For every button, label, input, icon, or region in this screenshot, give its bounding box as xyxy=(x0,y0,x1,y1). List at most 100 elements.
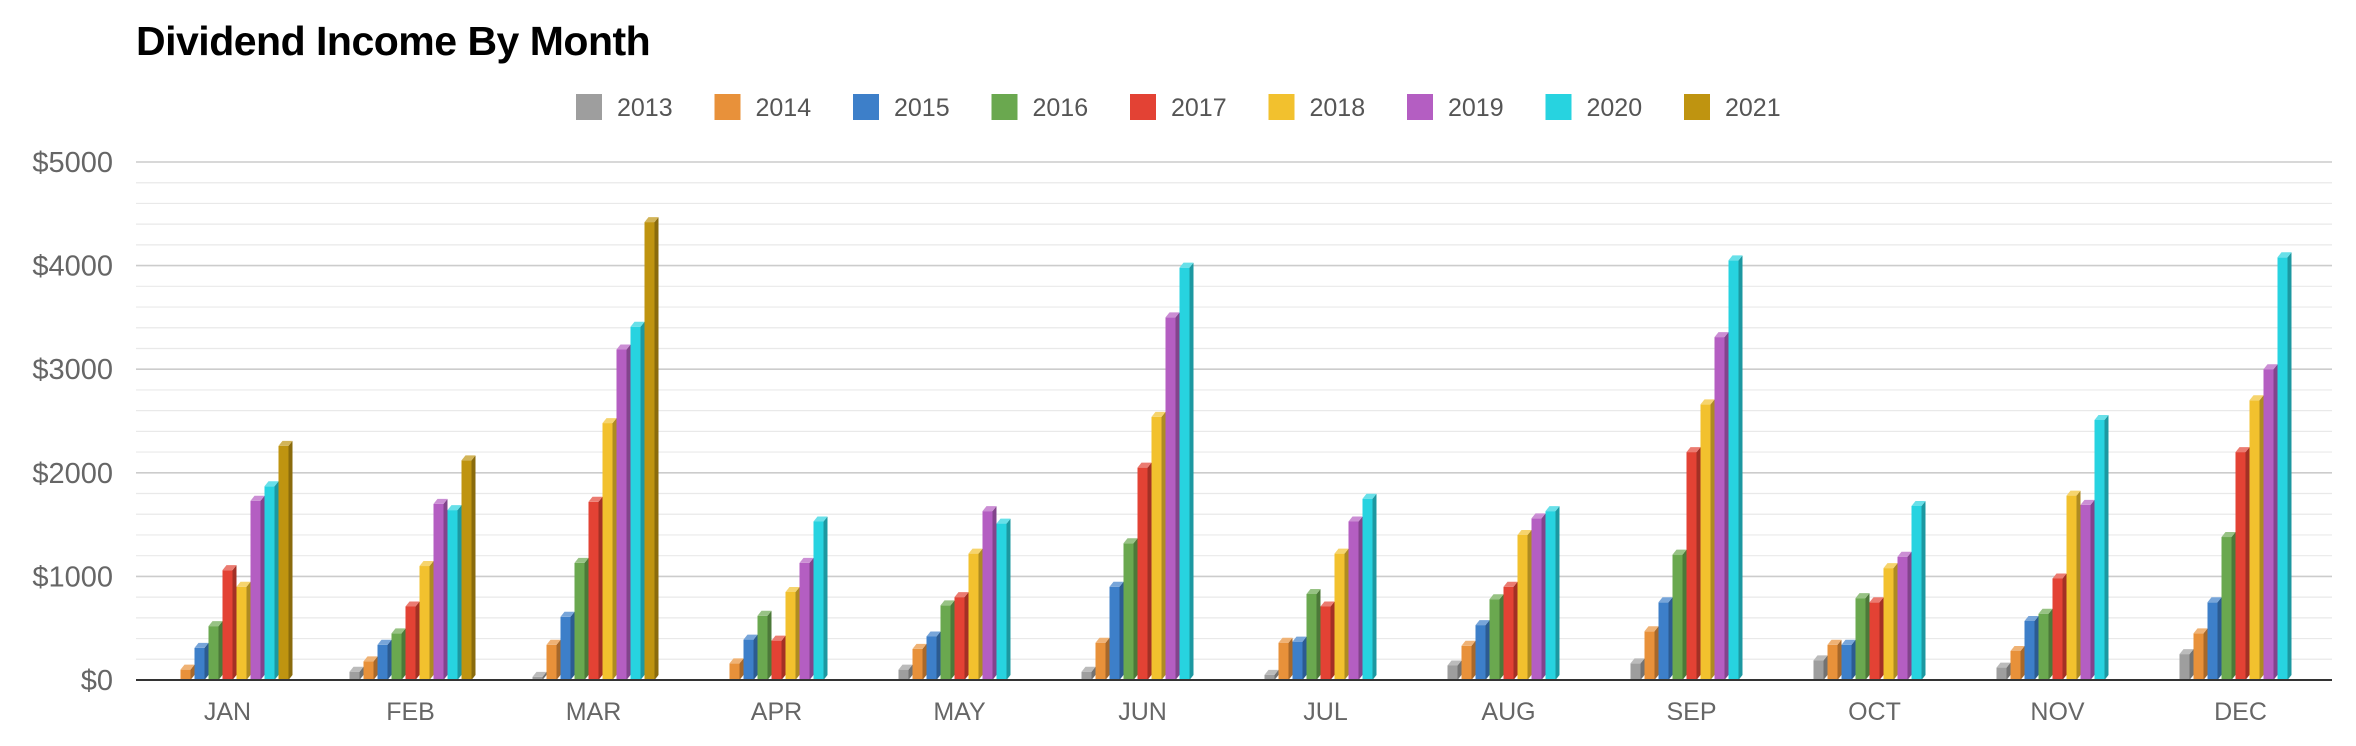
legend-item-2021[interactable]: 2021 xyxy=(1684,94,1781,122)
x-tick-label: OCT xyxy=(1848,698,1901,726)
bar-2019-nov xyxy=(2080,499,2095,680)
legend-swatch xyxy=(1407,94,1433,120)
legend-item-2018[interactable]: 2018 xyxy=(1268,94,1366,122)
bar-2015-sep xyxy=(1658,597,1673,680)
bar-2019-apr xyxy=(799,557,814,680)
y-tick-label: $5000 xyxy=(32,147,113,179)
y-tick-label: $4000 xyxy=(32,251,113,283)
bar-2021-mar xyxy=(644,217,659,680)
bar-2018-jan xyxy=(236,581,251,680)
bar-2014-mar xyxy=(546,639,561,680)
bar-2019-jun xyxy=(1165,312,1180,680)
bar-2017-jan xyxy=(222,565,237,680)
bar-2018-mar xyxy=(602,418,617,680)
bar-2015-apr xyxy=(743,634,758,680)
bar-2013-aug xyxy=(1447,660,1462,680)
bar-2015-oct xyxy=(1841,639,1856,680)
bar-2018-oct xyxy=(1883,563,1898,680)
bar-2020-nov xyxy=(2094,414,2109,680)
bar-2016-feb xyxy=(391,628,406,680)
bar-2016-jun xyxy=(1123,538,1138,680)
bar-2018-sep xyxy=(1700,399,1715,680)
legend-label: 2019 xyxy=(1448,94,1504,122)
legend-label: 2021 xyxy=(1725,94,1781,122)
bar-2018-apr xyxy=(785,586,800,680)
bar-2018-may xyxy=(968,548,983,680)
bar-2017-nov xyxy=(2052,573,2067,680)
legend-item-2014[interactable]: 2014 xyxy=(714,94,812,122)
legend-label: 2017 xyxy=(1171,94,1227,122)
bar-2014-nov xyxy=(2010,645,2025,680)
y-tick-label: $3000 xyxy=(32,354,113,386)
bar-2020-feb xyxy=(447,505,462,680)
bar-2019-mar xyxy=(616,344,631,680)
bar-2014-sep xyxy=(1644,626,1659,680)
bar-2015-may xyxy=(926,631,941,680)
bar-2020-sep xyxy=(1728,255,1743,681)
bar-2017-aug xyxy=(1503,581,1518,680)
bar-2020-dec xyxy=(2277,252,2292,680)
y-tick-label: $0 xyxy=(81,665,113,697)
bar-2014-aug xyxy=(1461,640,1476,680)
bar-2018-nov xyxy=(2066,490,2081,680)
bar-2014-jan xyxy=(180,664,195,680)
legend-swatch xyxy=(576,94,602,120)
x-tick-label: JAN xyxy=(204,698,251,726)
bar-2018-aug xyxy=(1517,529,1532,680)
bar-2015-dec xyxy=(2207,597,2222,680)
bar-2020-may xyxy=(996,518,1011,680)
bar-2018-jul xyxy=(1334,548,1349,680)
legend-label: 2013 xyxy=(617,94,673,122)
bar-2013-jun xyxy=(1081,666,1096,680)
x-tick-label: SEP xyxy=(1666,698,1716,726)
legend-swatch xyxy=(991,94,1018,120)
bar-2014-feb xyxy=(363,656,378,680)
bar-2015-nov xyxy=(2024,615,2039,680)
legend-swatch xyxy=(1684,94,1710,120)
x-tick-label: NOV xyxy=(2030,698,2085,726)
bar-2013-mar xyxy=(532,671,547,680)
bar-2017-oct xyxy=(1869,597,1884,680)
bar-2019-feb xyxy=(433,498,448,680)
bar-2013-nov xyxy=(1996,662,2011,680)
x-tick-label: MAY xyxy=(933,698,986,726)
x-tick-label: FEB xyxy=(386,698,435,726)
bar-2014-jun xyxy=(1095,637,1110,680)
bar-2021-jan xyxy=(278,440,293,680)
x-tick-label: AUG xyxy=(1481,698,1535,726)
legend-item-2015[interactable]: 2015 xyxy=(853,94,950,122)
bar-2015-aug xyxy=(1475,620,1490,680)
bar-2014-may xyxy=(912,643,927,680)
legend-item-2017[interactable]: 2017 xyxy=(1130,94,1227,122)
bar-2014-jul xyxy=(1278,637,1293,680)
bar-2020-aug xyxy=(1545,506,1560,680)
legend-item-2020[interactable]: 2020 xyxy=(1545,94,1643,122)
legend: 2013 2014 2015 2016 2017 2018 2019 2020 2021 xyxy=(576,94,1781,122)
legend-swatch xyxy=(714,94,741,120)
legend-label: 2016 xyxy=(1033,94,1089,122)
legend-swatch xyxy=(853,94,879,120)
bar-2018-jun xyxy=(1151,411,1166,680)
legend-item-2019[interactable]: 2019 xyxy=(1407,94,1504,122)
legend-item-2013[interactable]: 2013 xyxy=(576,94,673,122)
bar-2019-sep xyxy=(1714,332,1729,680)
bar-2020-jan xyxy=(264,481,279,680)
bar-2017-jul xyxy=(1320,601,1335,680)
bar-2016-mar xyxy=(574,557,589,680)
bar-2017-may xyxy=(954,592,969,680)
x-axis: JAN FEB MAR APR MAY JUN JUL AUG SEP OCT NOV DEC xyxy=(136,679,2332,726)
y-tick-label: $1000 xyxy=(32,561,113,593)
bar-2017-mar xyxy=(588,496,603,680)
gridlines xyxy=(136,161,2332,660)
bar-2014-apr xyxy=(729,658,744,680)
legend-swatch xyxy=(1130,94,1156,120)
x-tick-label: JUL xyxy=(1303,698,1348,726)
bar-2016-jan xyxy=(208,621,223,680)
bar-2019-jan xyxy=(250,495,265,680)
bar-2016-aug xyxy=(1489,594,1504,680)
bar-2015-jun xyxy=(1109,581,1124,680)
bar-2016-oct xyxy=(1855,593,1870,680)
legend-item-2016[interactable]: 2016 xyxy=(991,94,1089,122)
bar-2013-sep xyxy=(1630,658,1645,680)
y-tick-label: $2000 xyxy=(32,458,113,490)
